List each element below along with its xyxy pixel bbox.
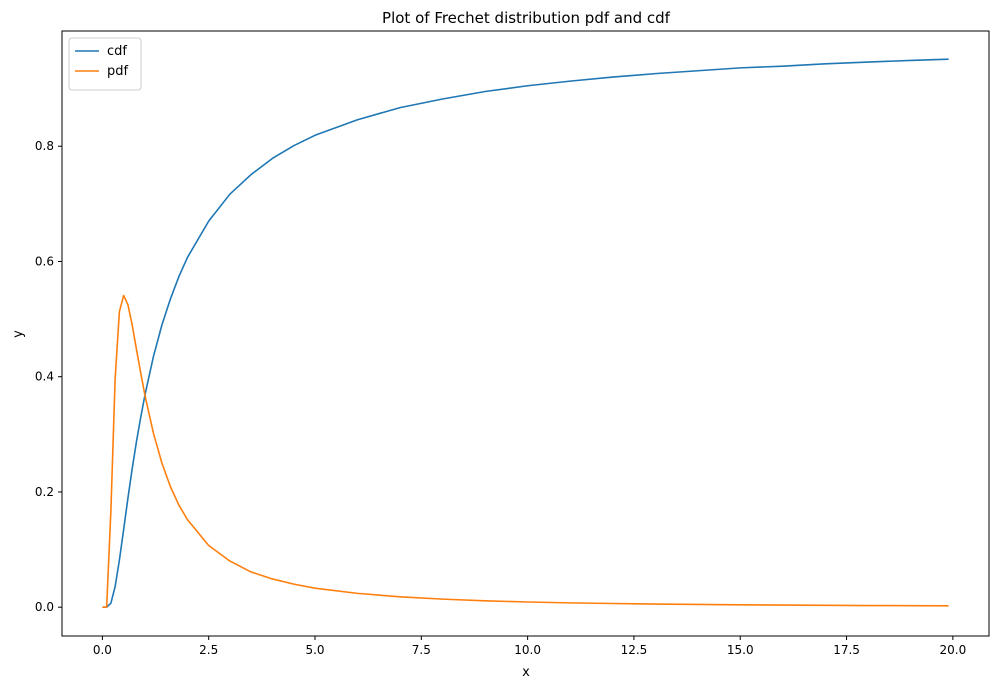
y-axis-label: y	[11, 330, 26, 338]
x-tick-label: 12.5	[621, 643, 648, 657]
x-tick-label: 7.5	[412, 643, 431, 657]
legend-box	[68, 37, 142, 91]
x-tick-label: 20.0	[939, 643, 966, 657]
y-tick-label: 0.4	[35, 370, 54, 384]
legend-label-pdf: pdf	[107, 64, 129, 79]
chart-title: Plot of Frechet distribution pdf and cdf	[382, 9, 671, 27]
x-axis-label: x	[522, 665, 530, 680]
x-tick-label: 5.0	[305, 643, 324, 657]
x-tick-label: 0.0	[93, 643, 112, 657]
y-tick-label: 0.6	[35, 254, 54, 268]
x-tick-label: 15.0	[727, 643, 754, 657]
legend-label-cdf: cdf	[107, 44, 127, 59]
series-line-pdf	[102, 294, 949, 608]
y-tick-label: 0.8	[35, 139, 54, 153]
axes-frame	[61, 30, 990, 637]
x-tick-label: 10.0	[514, 643, 541, 657]
y-tick-label: 0.0	[35, 600, 54, 614]
plot-area: 0.0 2.5 5.0 7.5 10.0 12.5 15.0 17.5 20.0 0.0 0.2 0.…	[35, 30, 990, 657]
x-tick-label: 2.5	[199, 643, 218, 657]
legend: cdf pdf	[68, 37, 142, 91]
series-line-cdf	[102, 58, 949, 608]
y-tick-label: 0.2	[35, 485, 54, 499]
x-tick-label: 17.5	[833, 643, 860, 657]
